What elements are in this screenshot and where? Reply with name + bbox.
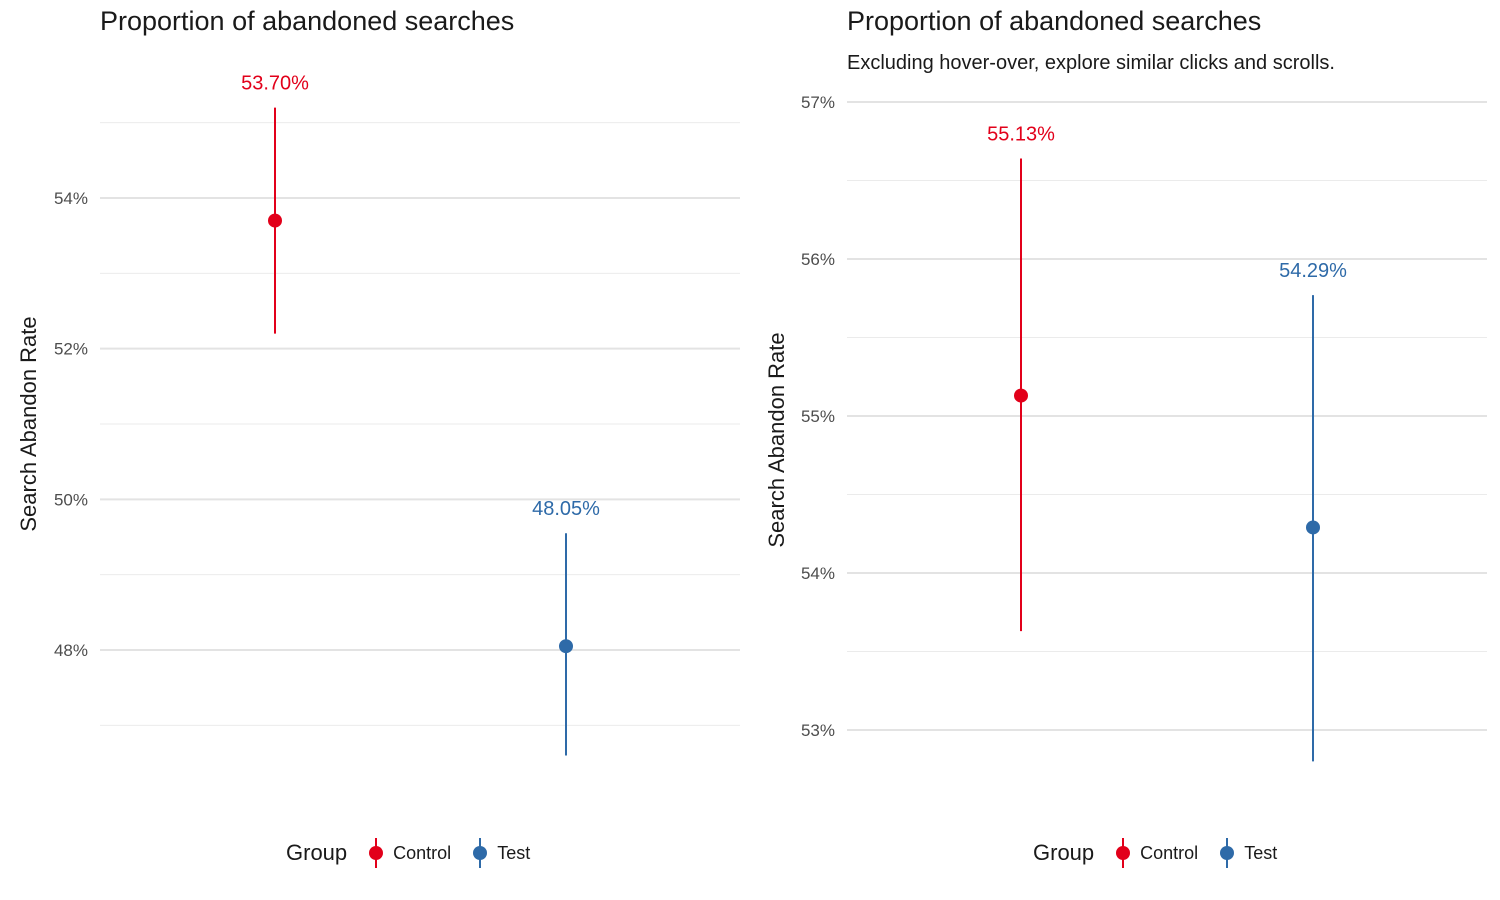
legend-key-test xyxy=(469,838,491,868)
data-label-test: 54.29% xyxy=(1279,260,1347,282)
legend-title: Group xyxy=(1033,840,1095,865)
data-point-control xyxy=(268,213,282,228)
y-tick-label: 57% xyxy=(801,93,835,112)
legend-key-control xyxy=(1112,838,1134,868)
legend-label: Test xyxy=(1244,842,1278,863)
legend-label: Test xyxy=(497,842,531,863)
data-point-test xyxy=(559,639,573,654)
data-label-control: 55.13% xyxy=(987,124,1055,146)
legend-item-test: Test xyxy=(469,838,530,868)
data-label-test: 48.05% xyxy=(532,498,600,520)
legend-item-test: Test xyxy=(1216,838,1277,868)
y-axis-label: Search Abandon Rate xyxy=(16,316,41,531)
left-chart-svg: 48% 50% 52% 54% Search Abandon Rate 53.70% 48.… xyxy=(16,73,740,756)
chart-title: Proportion of abandoned searches xyxy=(100,6,515,36)
legend-label: Control xyxy=(1140,842,1199,863)
chart-title: Proportion of abandoned searches xyxy=(847,6,1262,36)
y-tick-label: 52% xyxy=(54,340,88,359)
y-axis-label: Search Abandon Rate xyxy=(764,332,789,547)
left-chart-panel: Proportion of abandoned searches 48% 50% 5… xyxy=(16,6,740,870)
legend-key-control xyxy=(365,838,387,868)
right-chart-panel: Proportion of abandoned searches Excludi… xyxy=(750,0,1500,900)
chart-subtitle: Excluding hover-over, explore similar cl… xyxy=(847,52,1335,74)
y-tick-label: 53% xyxy=(801,721,835,740)
legend-title: Group xyxy=(286,840,348,865)
legend-label: Control xyxy=(393,842,452,863)
legend: Group Control Test xyxy=(286,836,548,870)
right-chart-svg: 53% 54% 55% 56% 57% Search Abandon Rate 55.13%… xyxy=(764,93,1487,762)
legend-item-control: Control xyxy=(1112,838,1198,868)
legend-item-control: Control xyxy=(365,838,451,868)
y-tick-label: 50% xyxy=(54,490,88,509)
y-tick-label: 56% xyxy=(801,250,835,269)
y-tick-label: 48% xyxy=(54,641,88,660)
legend-key-test xyxy=(1216,838,1238,868)
data-point-test xyxy=(1306,520,1320,535)
data-point-control xyxy=(1014,388,1028,403)
y-tick-label: 55% xyxy=(801,407,835,426)
legend: Group Control Test xyxy=(1033,836,1295,870)
data-label-control: 53.70% xyxy=(241,73,309,95)
y-tick-label: 54% xyxy=(801,564,835,583)
y-tick-label: 54% xyxy=(54,189,88,208)
